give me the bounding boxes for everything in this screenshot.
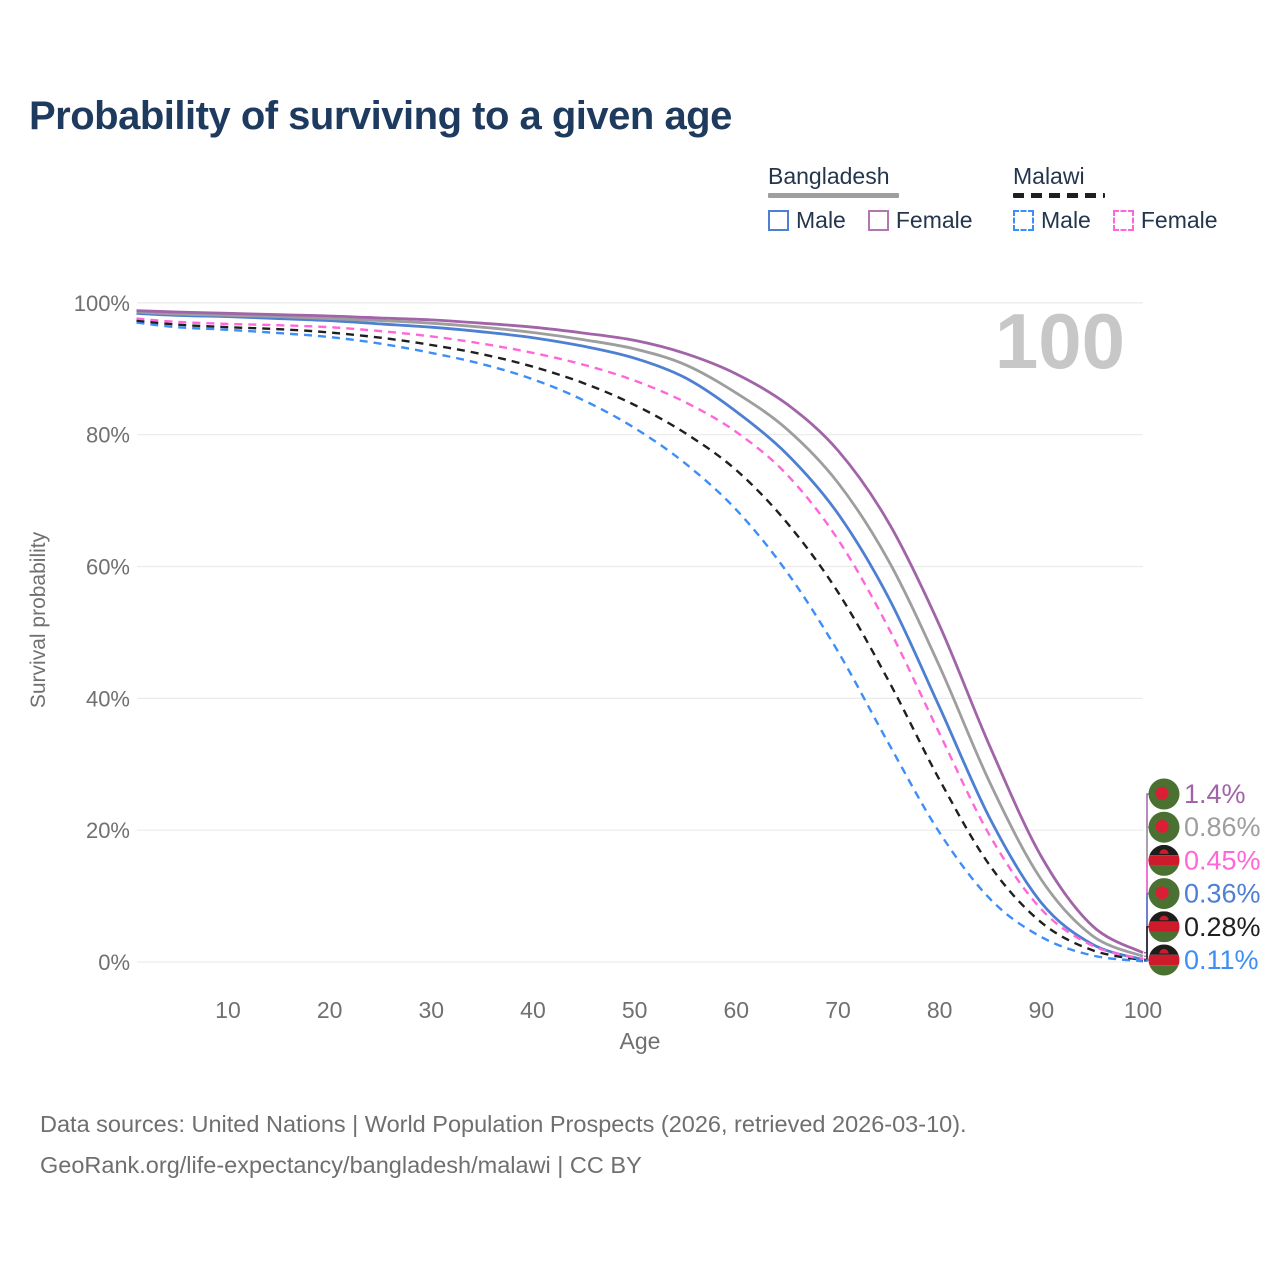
bangladesh-average-line-swatch: [768, 193, 899, 198]
end-label-malawi-both-sexes: 0.28%: [1148, 911, 1261, 943]
series-line-bangladesh-female: [136, 309, 1144, 955]
bangladesh-flag-icon: [1148, 811, 1180, 843]
legend-country-bangladesh[interactable]: Bangladesh: [768, 163, 899, 198]
malawi-flag-icon: [1148, 844, 1180, 876]
legend-item-malawi-male[interactable]: Male: [1013, 207, 1091, 234]
x-tick-label: 60: [724, 997, 750, 1023]
x-tick-label: 10: [215, 997, 241, 1023]
series-line-bangladesh-male: [136, 311, 1144, 961]
x-tick-label: 80: [927, 997, 953, 1023]
attribution-link[interactable]: GeoRank.org/life-expectancy/bangladesh/m…: [40, 1152, 642, 1178]
legend-country-label: Bangladesh: [768, 163, 890, 189]
x-tick-label: 30: [419, 997, 445, 1023]
y-tick-label: 0%: [98, 950, 130, 975]
end-label-value: 0.11%: [1184, 945, 1259, 975]
series-line-bangladesh-both-sexes: [136, 310, 1144, 958]
checkbox-icon[interactable]: [1112, 210, 1134, 231]
legend-item-label: Male: [1041, 207, 1091, 233]
legend-item-bangladesh-female[interactable]: Female: [867, 207, 973, 234]
end-label-bangladesh-male: 0.36%: [1148, 878, 1261, 910]
checkbox-icon[interactable]: [768, 210, 789, 231]
y-tick-label: 40%: [86, 686, 130, 711]
label-connector: [1144, 859, 1152, 960]
legend: Bangladesh Male Female Malawi: [0, 163, 1280, 243]
series-line-malawi-male: [136, 321, 1144, 963]
legend-item-malawi-female[interactable]: Female: [1112, 207, 1218, 234]
x-tick-label: 90: [1029, 997, 1055, 1023]
legend-country-label: Malawi: [1013, 163, 1085, 189]
series-line-malawi-both-sexes: [136, 319, 1144, 962]
checkbox-icon[interactable]: [867, 210, 889, 231]
x-axis-title: Age: [620, 1028, 661, 1054]
data-sources-line: Data sources: United Nations | World Pop…: [40, 1111, 967, 1137]
legend-group-malawi: Malawi Male Female: [1013, 163, 1218, 234]
end-label-value: 0.28%: [1184, 912, 1261, 942]
bangladesh-flag-icon: [1148, 778, 1180, 810]
hovered-age-watermark: 100: [995, 297, 1125, 385]
end-label-value: 0.86%: [1184, 812, 1261, 842]
malawi-flag-icon: [1148, 911, 1180, 943]
legend-country-malawi[interactable]: Malawi: [1013, 163, 1105, 198]
series-line-malawi-female: [136, 317, 1144, 961]
x-tick-label: 20: [317, 997, 343, 1023]
end-label-value: 1.4%: [1184, 779, 1246, 809]
x-tick-label: 100: [1124, 997, 1162, 1023]
legend-item-bangladesh-male[interactable]: Male: [768, 207, 846, 234]
malawi-average-line-swatch: [1013, 193, 1105, 198]
end-label-value: 0.45%: [1184, 845, 1261, 875]
y-tick-label: 20%: [86, 818, 130, 843]
end-label-malawi-female: 0.45%: [1148, 844, 1261, 876]
chart-footer: Data sources: United Nations | World Pop…: [40, 1104, 967, 1186]
end-label-bangladesh-female: 1.4%: [1148, 778, 1246, 810]
end-label-malawi-male: 0.11%: [1148, 944, 1259, 976]
end-label-value: 0.36%: [1184, 879, 1261, 909]
end-label-bangladesh-both-sexes: 0.86%: [1148, 811, 1261, 843]
page-title: Probability of surviving to a given age: [29, 94, 732, 138]
legend-item-label: Male: [796, 207, 846, 233]
y-tick-label: 100%: [74, 291, 130, 316]
malawi-flag-icon: [1148, 944, 1180, 976]
checkbox-icon[interactable]: [1013, 210, 1034, 231]
legend-item-label: Female: [895, 207, 973, 233]
x-tick-label: 50: [622, 997, 648, 1023]
y-axis-title: Survival probability: [27, 531, 50, 708]
legend-item-label: Female: [1140, 207, 1218, 233]
bangladesh-flag-icon: [1148, 878, 1180, 910]
legend-group-bangladesh: Bangladesh Male Female: [768, 163, 973, 234]
x-tick-label: 40: [520, 997, 546, 1023]
y-tick-label: 60%: [86, 554, 130, 579]
x-tick-label: 70: [825, 997, 851, 1023]
y-tick-label: 80%: [86, 423, 130, 448]
